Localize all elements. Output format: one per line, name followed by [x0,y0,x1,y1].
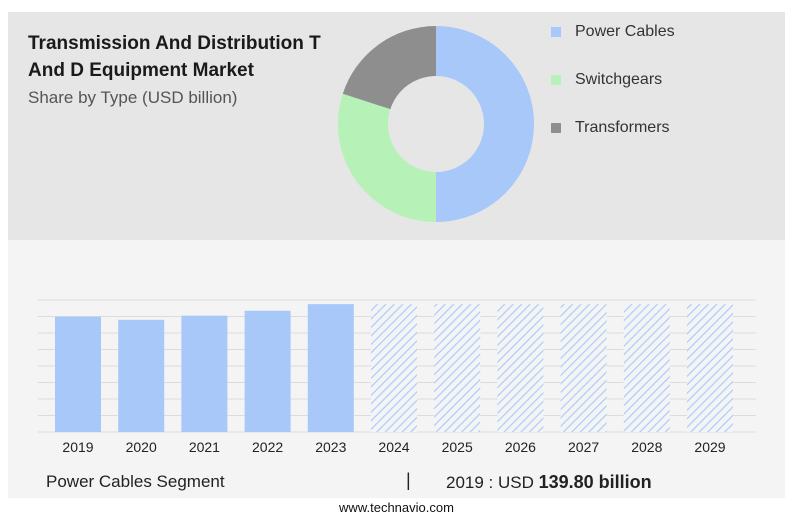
bar-2021 [181,315,228,432]
donut-svg [338,26,534,222]
legend-item-transformers: Transformers [545,116,675,140]
x-tick-label-2021: 2021 [189,439,220,455]
x-tick-label-2019: 2019 [62,439,93,455]
bar-2024 [371,304,417,432]
x-tick-label-2023: 2023 [315,439,346,455]
bar-chart: 2019 2020 2021 2022 2023 2024 2025 2026 2027 2028… [38,299,756,455]
donut-slice-switchgears [338,93,436,222]
x-tick-label-2028: 2028 [631,439,662,455]
footer-value-amount: 139.80 billion [538,472,652,492]
legend-label-transformers: Transformers [575,119,670,136]
bar-2027 [560,304,607,432]
legend-label-switchgears: Switchgears [575,71,663,88]
chart-subtitle: Share by Type (USD billion) [28,88,238,107]
legend-label-power-cables: Power Cables [575,23,675,40]
source-link[interactable]: www.technavio.com [339,500,454,515]
bar-2020 [118,319,165,432]
bottom-panel: 2019 2020 2021 2022 2023 2024 2025 2026 2027 2028… [8,240,785,498]
footer-segment-label: Power Cables Segment [46,472,225,491]
bar-2025 [434,304,481,432]
x-tick-label-2027: 2027 [568,439,599,455]
bar-2029 [687,304,733,432]
bar-2028 [623,304,670,432]
chart-title-line-2: And D Equipment Market [28,60,254,81]
donut-chart [336,24,536,224]
x-tick-label-2025: 2025 [442,439,473,455]
bar-2022 [244,310,291,432]
x-tick-label-2024: 2024 [378,439,409,455]
chart-title: Transmission And Distribution T And D Eq… [28,30,348,84]
legend-swatch-transformers [551,123,561,133]
donut-slice-power-cables [436,26,534,222]
bar-2023 [307,304,354,432]
x-tick-label-2020: 2020 [126,439,157,455]
bar-2026 [497,304,544,432]
bar-2019 [55,316,101,432]
legend-item-power-cables: Power Cables [545,20,675,44]
legend: Power Cables Switchgears Transformers [545,20,675,164]
legend-swatch-switchgears [551,75,561,85]
x-tick-label-2026: 2026 [505,439,536,455]
footer-value: 2019 : USD 139.80 billion [446,472,652,493]
chart-title-line-1: Transmission And Distribution T [28,33,321,54]
legend-swatch-power-cables [551,27,561,37]
footer-separator: | [406,470,411,490]
donut-slice-transformers [342,26,436,110]
footer-value-prefix: 2019 : USD [446,473,534,492]
x-tick-label-2022: 2022 [252,439,283,455]
legend-item-switchgears: Switchgears [545,68,675,92]
x-tick-label-2029: 2029 [694,439,725,455]
